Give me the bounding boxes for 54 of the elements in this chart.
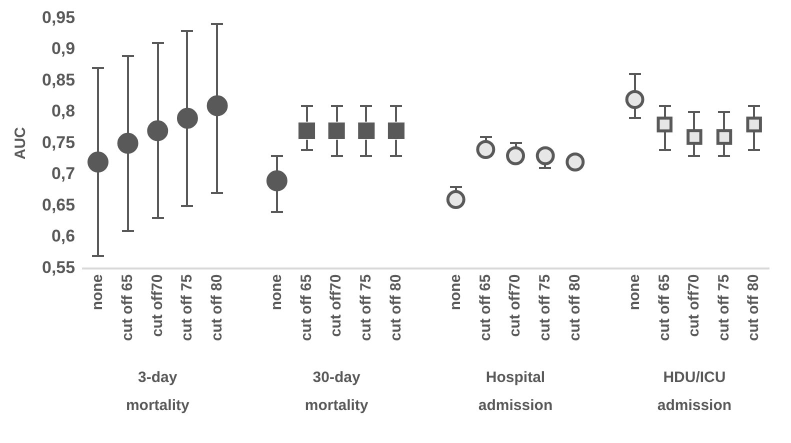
x-tick-label: cut off 75 <box>358 274 375 342</box>
point <box>176 108 198 129</box>
point <box>566 152 585 172</box>
x-tick-label: cut off 65 <box>476 274 494 342</box>
point <box>625 90 644 109</box>
y-tick-label: 0,9 <box>51 39 76 58</box>
point <box>117 132 138 154</box>
x-tick-label: none <box>447 274 464 310</box>
point <box>536 146 555 166</box>
y-tick-label: 0,7 <box>51 164 76 184</box>
y-axis-title: AUC <box>12 126 30 160</box>
x-tick-label: cut off70 <box>686 274 703 337</box>
text: 30-day mortality <box>304 369 369 414</box>
point <box>746 116 762 132</box>
point <box>88 152 108 173</box>
x-tick-label: cut off 75 <box>715 274 732 342</box>
text: 3-day mortality <box>126 369 190 414</box>
y-tick-label: 0,55 <box>42 258 76 278</box>
x-tick-label: none <box>268 274 286 310</box>
x-tick-label: cut off 65 <box>656 274 673 342</box>
x-tick-label: cut off 75 <box>536 274 554 342</box>
x-tick-label: cut off70 <box>328 274 345 337</box>
x-tick-label: none <box>89 274 106 310</box>
y-tick-label: 0,75 <box>42 132 76 152</box>
point <box>298 122 316 140</box>
y-tick-label: 0,8 <box>51 102 76 121</box>
x-tick-label: cut off 65 <box>118 274 136 342</box>
y-tick-label: 0,6 <box>51 226 76 246</box>
point <box>446 190 466 210</box>
point <box>388 122 404 140</box>
text: Hospital admission <box>478 369 553 414</box>
point <box>358 122 375 140</box>
x-tick-label: cut off 80 <box>745 274 762 342</box>
x-tick-label: cut off70 <box>506 274 524 337</box>
point <box>147 120 168 142</box>
y-tick-label: 0,85 <box>42 70 76 90</box>
point <box>476 140 496 160</box>
x-tick-label: cut off 75 <box>178 274 196 342</box>
point <box>656 116 672 132</box>
point <box>716 129 732 145</box>
point <box>266 170 288 192</box>
x-tick-label: cut off70 <box>148 274 166 337</box>
x-tick-label: cut off 80 <box>566 274 584 342</box>
point <box>206 95 228 116</box>
point <box>506 146 526 166</box>
x-tick-label: cut off 80 <box>387 274 404 342</box>
x-tick-label: cut off 80 <box>208 274 226 342</box>
x-tick-label: cut off 65 <box>298 274 315 342</box>
text: HDU/ICU admission <box>657 369 732 414</box>
y-tick-label: 0,95 <box>42 8 76 27</box>
point <box>328 122 345 140</box>
y-tick-label: 0,65 <box>42 195 76 214</box>
x-tick-label: none <box>626 274 643 310</box>
point <box>686 129 702 145</box>
